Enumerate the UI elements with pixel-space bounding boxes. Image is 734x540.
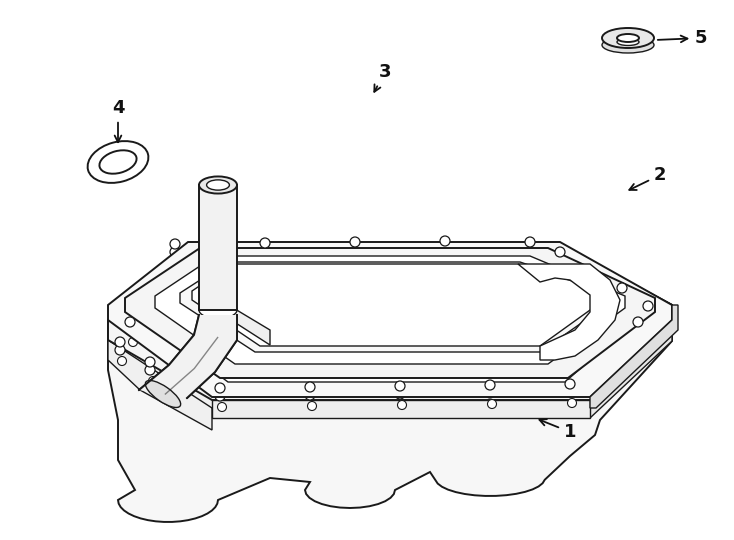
Circle shape — [217, 402, 227, 411]
Polygon shape — [108, 245, 672, 400]
Circle shape — [128, 338, 137, 347]
Circle shape — [636, 336, 644, 346]
Polygon shape — [199, 185, 237, 310]
Circle shape — [485, 380, 495, 390]
Polygon shape — [135, 258, 642, 382]
Circle shape — [260, 246, 270, 256]
Polygon shape — [155, 256, 625, 364]
Circle shape — [173, 255, 183, 265]
Circle shape — [145, 357, 155, 367]
Circle shape — [633, 325, 643, 335]
Circle shape — [264, 254, 272, 264]
Polygon shape — [518, 264, 620, 360]
Text: 2: 2 — [629, 166, 666, 190]
Circle shape — [398, 401, 407, 409]
Circle shape — [305, 382, 315, 392]
Circle shape — [260, 238, 270, 248]
Circle shape — [485, 388, 495, 398]
Ellipse shape — [617, 34, 639, 42]
Polygon shape — [590, 305, 678, 408]
Circle shape — [308, 402, 316, 410]
Circle shape — [115, 345, 125, 355]
Polygon shape — [140, 255, 640, 382]
Polygon shape — [212, 400, 590, 418]
Text: 3: 3 — [374, 63, 391, 92]
Text: 5: 5 — [658, 29, 708, 47]
Polygon shape — [108, 245, 672, 522]
Circle shape — [645, 321, 655, 329]
Circle shape — [395, 381, 405, 391]
Circle shape — [565, 379, 575, 389]
Circle shape — [487, 400, 496, 408]
Circle shape — [617, 283, 627, 293]
Circle shape — [619, 300, 628, 309]
Polygon shape — [108, 242, 672, 397]
Circle shape — [170, 247, 180, 257]
Circle shape — [555, 247, 565, 257]
Circle shape — [170, 239, 180, 249]
Polygon shape — [590, 305, 672, 418]
Circle shape — [633, 317, 643, 327]
Circle shape — [115, 337, 125, 347]
Circle shape — [440, 236, 450, 246]
Circle shape — [125, 325, 135, 335]
Circle shape — [531, 253, 539, 262]
Circle shape — [525, 245, 535, 255]
Circle shape — [125, 317, 135, 327]
Circle shape — [567, 399, 576, 408]
Polygon shape — [200, 288, 270, 345]
Circle shape — [643, 301, 653, 311]
Circle shape — [525, 237, 535, 247]
Polygon shape — [108, 320, 212, 430]
Circle shape — [215, 383, 225, 393]
Polygon shape — [139, 315, 237, 398]
Circle shape — [565, 387, 575, 397]
Ellipse shape — [199, 177, 237, 193]
Text: 4: 4 — [112, 99, 124, 142]
Polygon shape — [108, 318, 672, 408]
Circle shape — [350, 245, 360, 255]
Circle shape — [440, 244, 450, 254]
Circle shape — [617, 291, 627, 301]
Circle shape — [558, 264, 567, 273]
Circle shape — [555, 255, 565, 265]
Ellipse shape — [199, 301, 237, 319]
Ellipse shape — [602, 28, 654, 48]
Ellipse shape — [602, 37, 654, 53]
Circle shape — [643, 309, 653, 319]
Circle shape — [117, 356, 126, 366]
Polygon shape — [180, 262, 610, 352]
Text: 1: 1 — [539, 419, 576, 441]
Circle shape — [145, 365, 155, 375]
Circle shape — [354, 253, 363, 262]
Polygon shape — [125, 248, 655, 378]
Circle shape — [443, 253, 452, 261]
Circle shape — [350, 237, 360, 247]
Polygon shape — [192, 264, 604, 346]
Ellipse shape — [617, 38, 639, 45]
Ellipse shape — [206, 180, 230, 190]
Circle shape — [395, 389, 405, 399]
Ellipse shape — [87, 141, 148, 183]
Ellipse shape — [145, 381, 181, 408]
Ellipse shape — [99, 150, 137, 174]
Circle shape — [305, 390, 315, 400]
Circle shape — [148, 376, 158, 386]
Circle shape — [215, 391, 225, 401]
